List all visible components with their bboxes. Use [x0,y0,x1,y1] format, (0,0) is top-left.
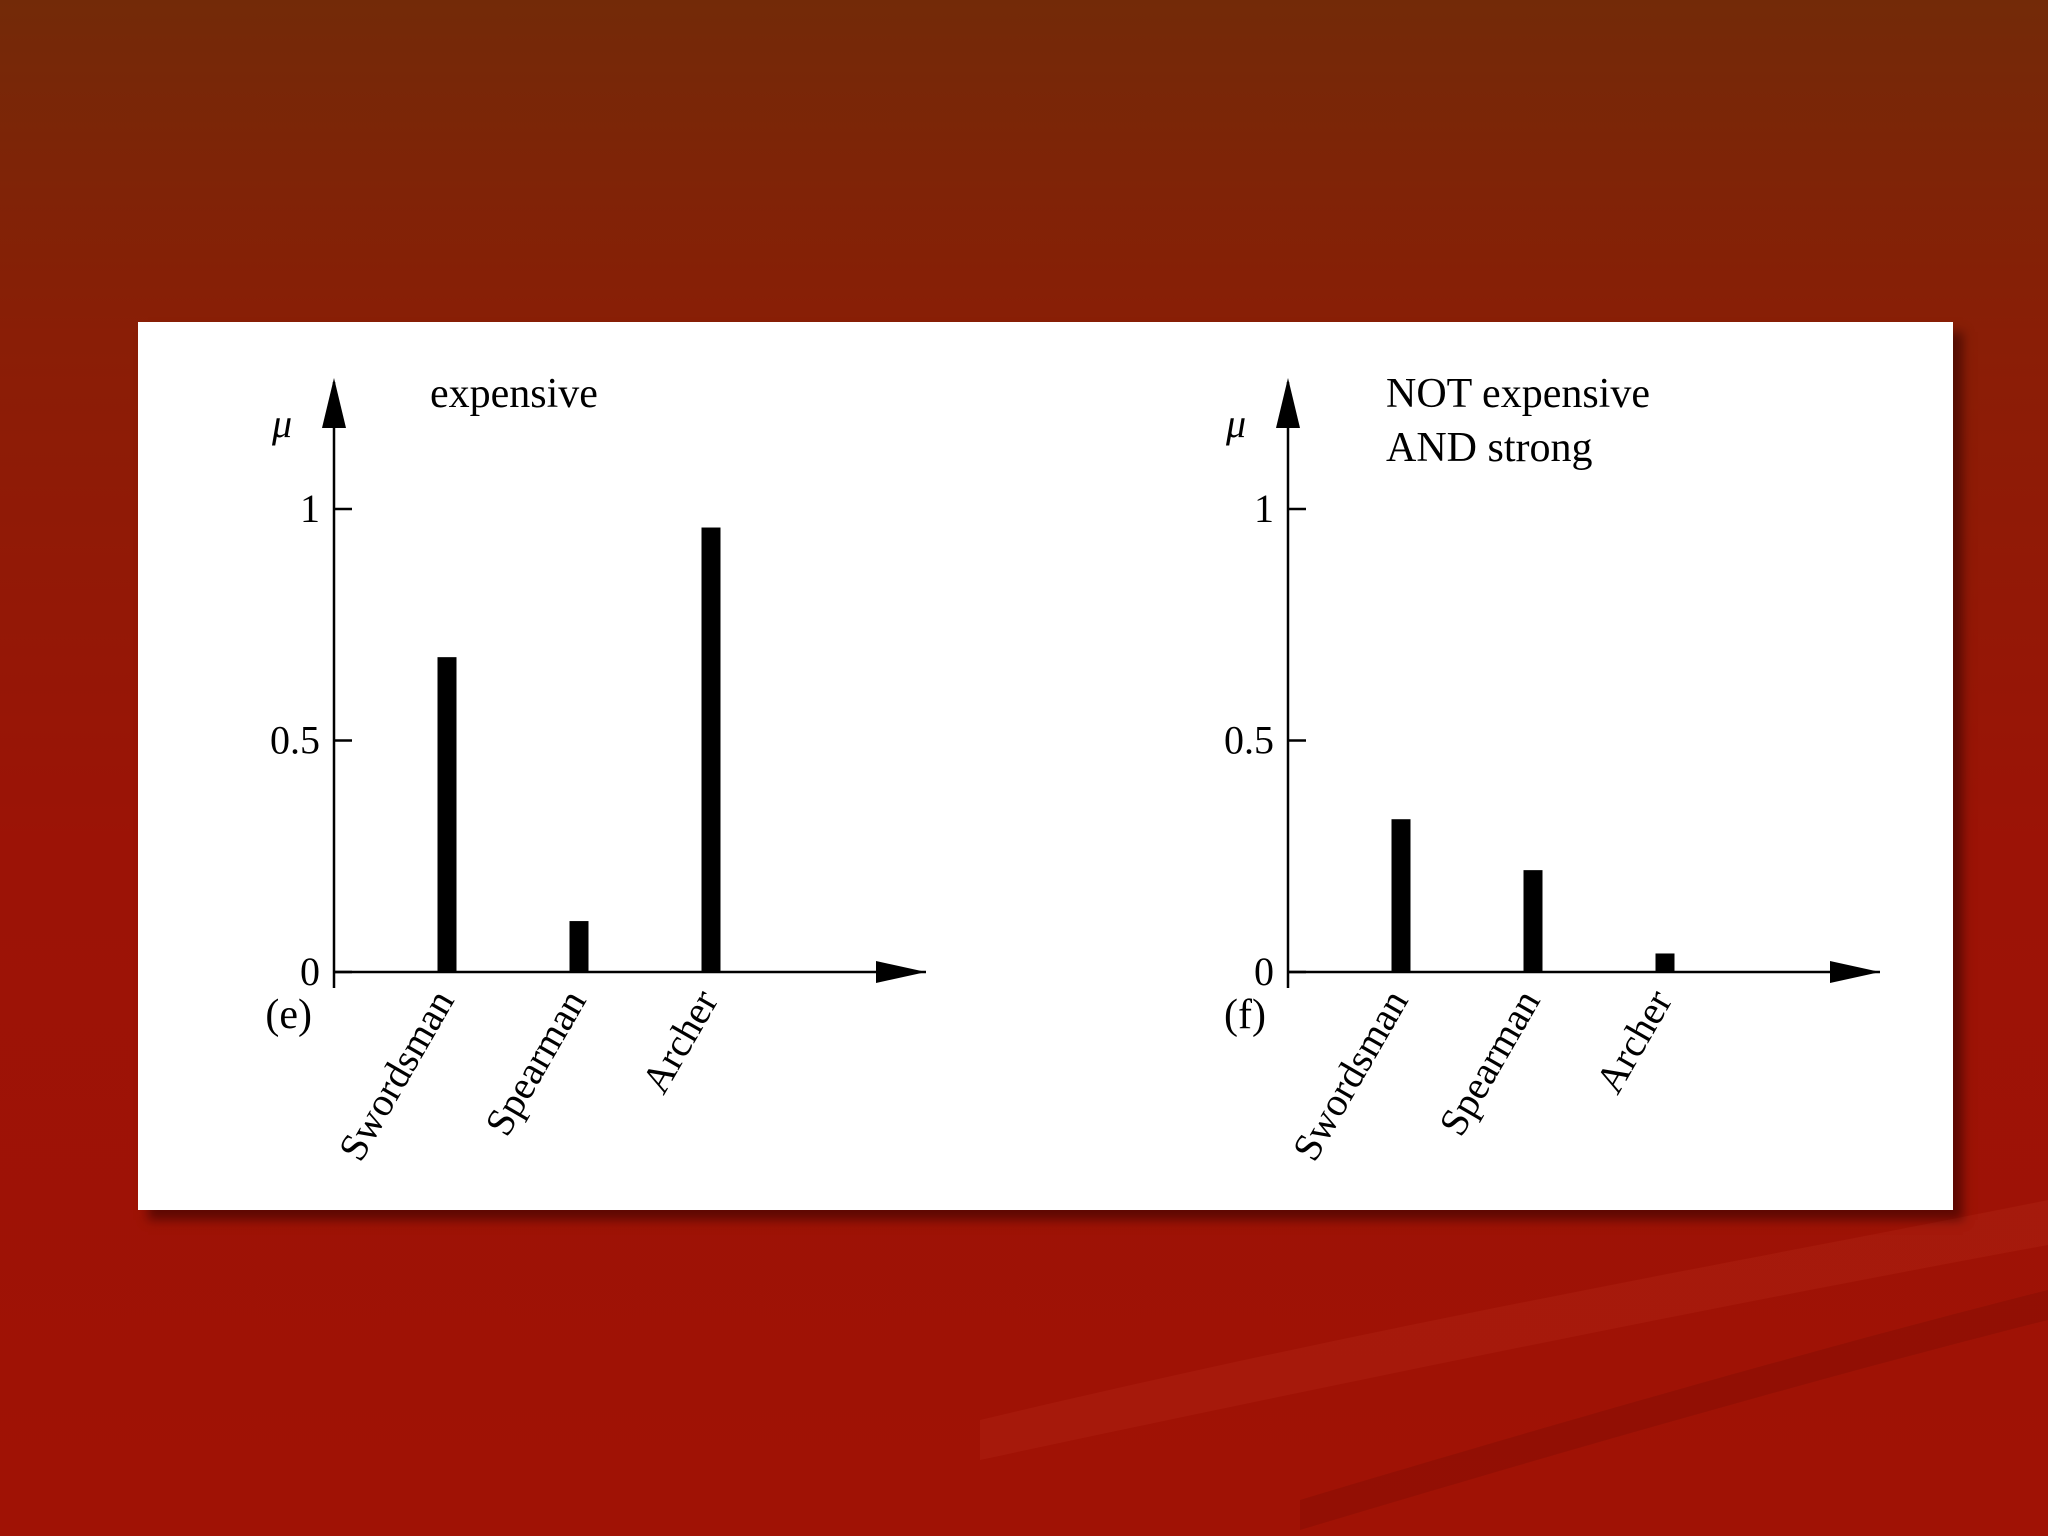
bar-archer [701,527,721,972]
x-axis-arrow-icon [876,961,926,983]
y-tick-label: 0.5 [1224,718,1274,763]
panel-label: (f) [1224,992,1266,1038]
chart-1: μ 0 0.5 1 NOT expensive AND strong (f) Swordsma… [1224,371,1880,1168]
bar-spearman [1523,870,1543,972]
x-tick-label: Swordsman [1283,982,1416,1168]
chart-title: AND strong [1386,425,1593,471]
y-tick-label: 1 [1254,486,1274,531]
chart-title: NOT expensive [1386,371,1650,417]
y-tick-label: 0.5 [270,718,320,763]
x-tick-label: Spearman [476,982,595,1143]
bar-swordsman [437,657,457,972]
y-axis-arrow-icon [1276,378,1300,428]
x-tick-label: Archer [1586,982,1680,1101]
x-tick-label: Swordsman [329,982,462,1168]
figure-panel: μ 0 0.5 1 expensive (e) Swordsman Spearman Arche… [138,322,1953,1210]
bar-swordsman [1391,819,1411,972]
y-axis-label: μ [1225,401,1246,446]
y-tick-label: 0 [300,949,320,994]
x-tick-label: Archer [632,982,726,1101]
y-axis-arrow-icon [322,378,346,428]
y-tick-label: 0 [1254,949,1274,994]
bar-spearman [569,921,589,972]
x-tick-label: Spearman [1430,982,1549,1143]
y-tick-label: 1 [300,486,320,531]
y-axis-label: μ [271,401,292,446]
bar-archer [1655,953,1675,972]
chart-title: expensive [430,371,598,417]
chart-0: μ 0 0.5 1 expensive (e) Swordsman Spearman Arche… [265,371,926,1168]
x-axis-arrow-icon [1830,961,1880,983]
panel-label: (e) [265,992,312,1038]
